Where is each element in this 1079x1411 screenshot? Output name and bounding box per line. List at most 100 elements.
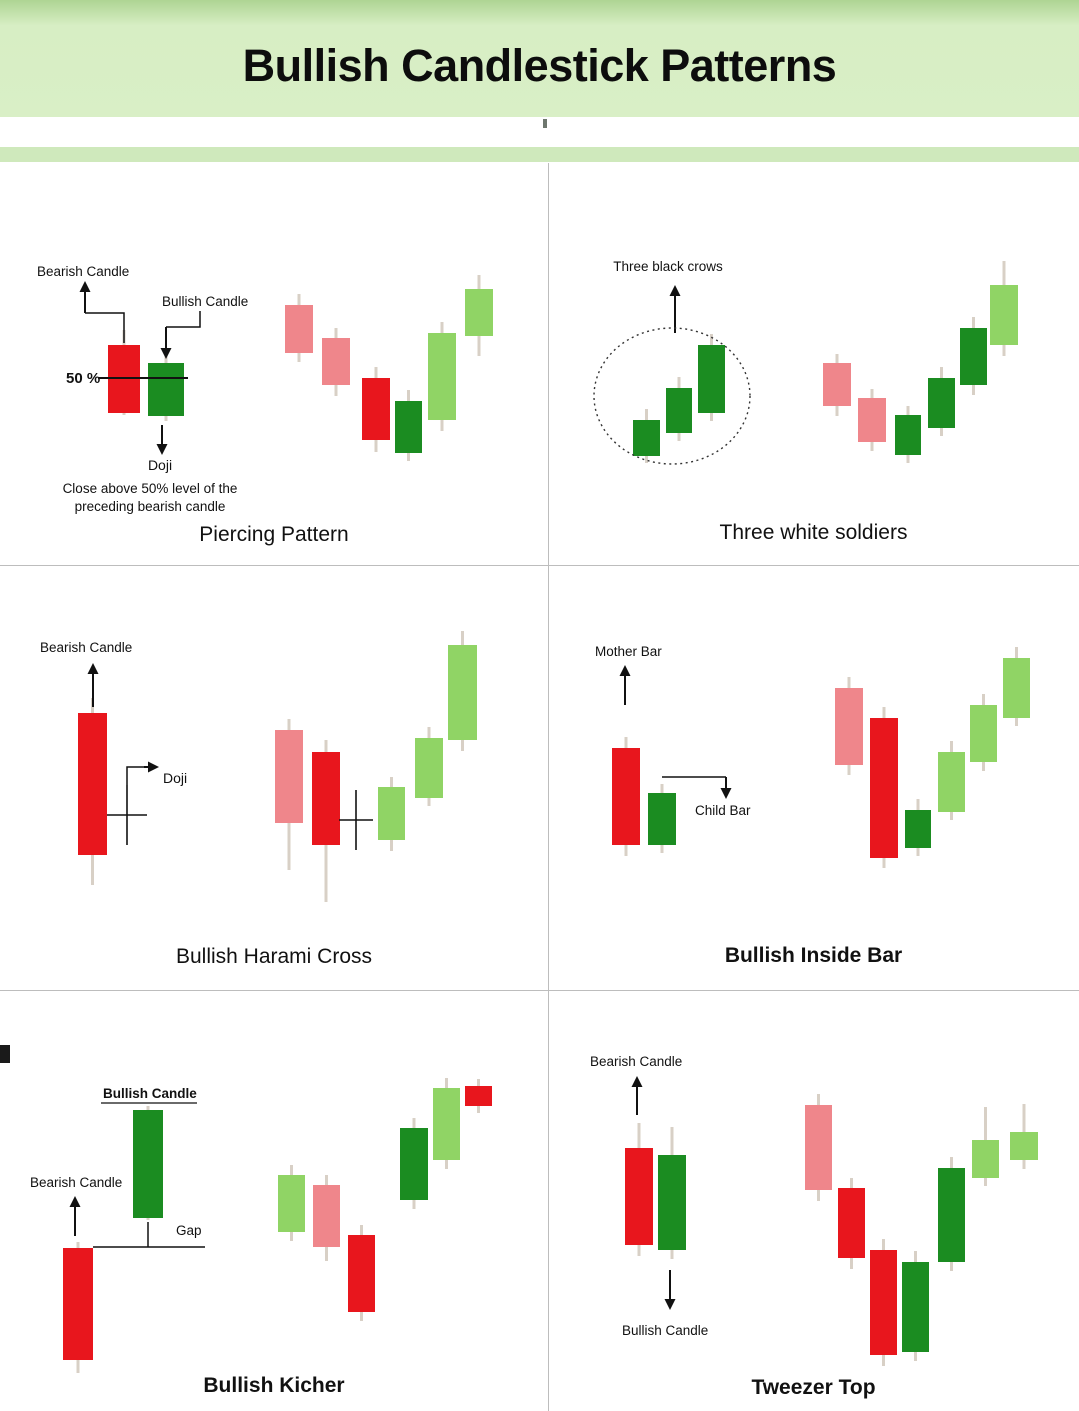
- candlestick-body: [1010, 1132, 1038, 1160]
- candlestick-body: [648, 793, 676, 845]
- panel-three-white-soldiers: Three black crows Three white soldiers: [548, 163, 1079, 565]
- annotation-label: Bearish Candle: [40, 640, 132, 655]
- candlestick-body: [275, 730, 303, 823]
- annotation-label: Bearish Candle: [30, 1175, 122, 1190]
- panel-bullish-kicher: Bullish Candle Bearish Candle Gap Bullish …: [0, 990, 548, 1411]
- candlestick-body: [823, 363, 851, 406]
- candlestick-body: [938, 752, 965, 812]
- candlestick-body: [633, 420, 660, 456]
- grid-divider-horizontal: [0, 990, 1079, 991]
- annotation-label: Close above 50% level of the: [63, 481, 238, 496]
- grid-divider-horizontal: [0, 565, 1079, 566]
- candlestick-body: [625, 1148, 653, 1245]
- candlestick-body: [285, 305, 313, 353]
- candlestick-body: [970, 705, 997, 762]
- annotation-label: Bullish Candle: [622, 1323, 708, 1338]
- scan-artifact-mark: [543, 119, 547, 128]
- green-strip: [0, 147, 1079, 162]
- panel-caption: Bullish Inside Bar: [724, 944, 903, 967]
- annotation-label: 50 %: [66, 370, 100, 387]
- candlestick-body: [895, 415, 921, 455]
- candlestick-body: [902, 1262, 929, 1352]
- candlestick-body: [322, 338, 350, 385]
- candlestick-body: [133, 1110, 163, 1218]
- candlestick-body: [835, 688, 863, 765]
- candlestick-body: [870, 1250, 897, 1355]
- arrow-head: [669, 285, 681, 296]
- annotation-line: [85, 312, 125, 343]
- annotation-label: Mother Bar: [595, 644, 662, 659]
- candlestick-body: [928, 378, 955, 428]
- arrow-head: [69, 1196, 81, 1207]
- panel-bullish-inside-bar: Mother Bar Child Bar Bullish Inside Bar: [548, 565, 1079, 990]
- candlestick-body: [612, 748, 640, 845]
- annotation-label: Child Bar: [695, 803, 751, 818]
- panel-caption: Piercing Pattern: [199, 523, 349, 546]
- candlestick-body: [1003, 658, 1030, 718]
- panel-canvas: Bearish Candle Bullish Candle: [590, 1054, 1038, 1366]
- candlestick-body: [378, 787, 405, 840]
- candlestick-body: [278, 1175, 305, 1232]
- annotation-label: Doji: [163, 770, 187, 786]
- dotted-ellipse: [593, 327, 751, 465]
- candlestick-body: [348, 1235, 375, 1312]
- page-title: Bullish Candlestick Patterns: [242, 39, 837, 91]
- candlestick-body: [698, 345, 725, 413]
- candlestick-body: [395, 401, 422, 453]
- annotation-line: [126, 766, 144, 785]
- panel-canvas: Bearish Candle Bullish Candle 50 % Doji Clos…: [37, 264, 493, 514]
- arrow-head: [619, 665, 631, 676]
- annotation-label: Gap: [176, 1223, 202, 1238]
- panel-caption: Tweezer Top: [751, 1376, 876, 1399]
- candlestick-body: [858, 398, 886, 442]
- candlestick-body: [838, 1188, 865, 1258]
- candlestick-body: [415, 738, 443, 798]
- candlestick-body: [313, 1185, 340, 1247]
- candlestick-body: [63, 1248, 93, 1360]
- panel-bullish-harami-cross: Bearish Candle Doji Bullish Harami Cross: [0, 565, 548, 990]
- arrow-head: [160, 348, 172, 359]
- arrow-head: [664, 1299, 676, 1310]
- panel-caption: Bullish Kicher: [203, 1374, 345, 1397]
- candlestick-body: [870, 718, 898, 858]
- panel-canvas: Bullish Candle Bearish Candle Gap: [0, 1045, 492, 1373]
- annotation-label: Bearish Candle: [37, 264, 129, 279]
- arrow-head: [720, 788, 732, 799]
- candlestick-body: [960, 328, 987, 385]
- arrow-head: [79, 281, 91, 292]
- candlestick-body: [428, 333, 456, 420]
- candlestick-body: [78, 713, 107, 855]
- annotation-label: preceding bearish candle: [75, 499, 226, 514]
- annotation-label: Bullish Candle: [162, 294, 248, 309]
- candlestick-body: [990, 285, 1018, 345]
- annotation-line: [166, 311, 201, 328]
- annotation-label: Bearish Candle: [590, 1054, 682, 1069]
- annotation-label: Doji: [148, 457, 172, 473]
- candlestick-body: [938, 1168, 965, 1262]
- candlestick-body: [658, 1155, 686, 1250]
- candlestick-body: [448, 645, 477, 740]
- candlestick-body: [666, 388, 692, 433]
- arrow-head: [87, 663, 99, 674]
- grid-divider-vertical: [548, 163, 549, 1411]
- candlestick-body: [148, 363, 184, 416]
- candlestick-body: [362, 378, 390, 440]
- candlestick-body: [312, 752, 340, 845]
- candlestick-body: [805, 1105, 832, 1190]
- candlestick-body: [465, 1086, 492, 1106]
- header-banner: Bullish Candlestick Patterns: [0, 0, 1079, 117]
- panel-canvas: Bearish Candle Doji: [40, 631, 477, 902]
- panel-caption: Bullish Harami Cross: [175, 945, 373, 968]
- arrow-head: [148, 761, 159, 773]
- panel-tweezer-top: Bearish Candle Bullish Candle Tweezer Top: [548, 990, 1079, 1411]
- panel-caption: Three white soldiers: [719, 521, 908, 544]
- panel-piercing-pattern: Bearish Candle Bullish Candle 50 % Doji Clos…: [0, 163, 548, 565]
- annotation-label: Bullish Candle: [103, 1086, 197, 1101]
- annotation-label: Three black crows: [613, 259, 723, 274]
- candlestick-body: [400, 1128, 428, 1200]
- candlestick-body: [905, 810, 931, 848]
- panel-canvas: Three black crows: [593, 259, 1018, 465]
- arrow-head: [156, 444, 168, 455]
- panel-canvas: Mother Bar Child Bar: [595, 644, 1030, 868]
